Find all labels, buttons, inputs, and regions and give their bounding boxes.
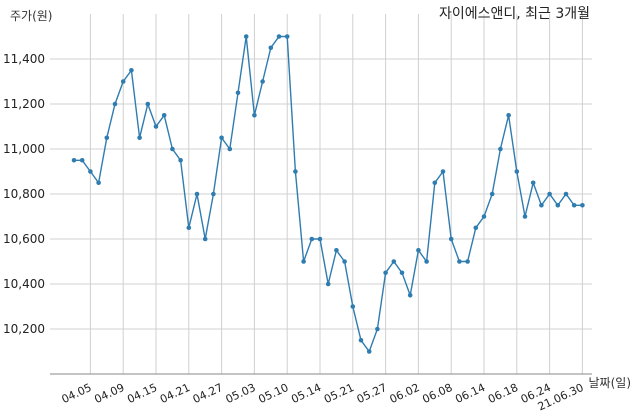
x-tick-label: 04.09 xyxy=(92,381,126,406)
price-point xyxy=(522,214,528,219)
y-tick-label: 10,800 xyxy=(3,187,45,201)
price-point xyxy=(309,236,315,242)
y-tick-label: 10,200 xyxy=(3,322,45,336)
price-point xyxy=(391,259,397,264)
price-point xyxy=(129,67,134,73)
x-tick-label: 04.27 xyxy=(191,381,225,406)
price-point xyxy=(301,259,306,264)
price-point xyxy=(145,101,151,107)
price-point xyxy=(211,191,216,197)
price-point xyxy=(498,146,503,152)
y-tick-label: 11,400 xyxy=(3,52,45,66)
x-tick-label: 05.27 xyxy=(355,381,389,406)
y-tick-label: 10,600 xyxy=(3,232,45,246)
price-point xyxy=(489,191,495,197)
price-point xyxy=(153,124,159,129)
y-tick-label: 11,200 xyxy=(3,97,45,111)
y-tick-label: 11,000 xyxy=(3,142,45,156)
x-tick-label: 06.08 xyxy=(420,381,454,406)
x-tick-label: 06.18 xyxy=(486,381,520,406)
price-point xyxy=(104,135,110,141)
price-point xyxy=(416,247,421,253)
price-point xyxy=(571,202,577,208)
price-point xyxy=(235,90,241,96)
price-point xyxy=(358,337,364,343)
price-point xyxy=(383,270,388,276)
x-tick-label: 05.21 xyxy=(322,381,356,406)
price-point xyxy=(88,169,93,174)
price-point xyxy=(284,34,290,39)
price-point xyxy=(399,270,405,276)
price-point xyxy=(120,79,126,84)
price-point xyxy=(432,180,438,186)
x-tick-label: 04.05 xyxy=(60,381,94,406)
price-point xyxy=(473,225,479,231)
x-tick-label: 04.15 xyxy=(125,381,159,406)
price-point xyxy=(112,101,118,107)
price-point xyxy=(252,112,257,118)
price-point xyxy=(268,45,274,51)
x-axis-label: 날짜(일) xyxy=(589,376,631,390)
x-tick-label: 06.02 xyxy=(388,381,422,406)
price-point xyxy=(161,112,167,118)
price-point xyxy=(448,236,454,242)
price-point xyxy=(555,202,561,208)
price-point xyxy=(334,247,339,253)
price-point xyxy=(325,281,331,287)
price-point xyxy=(506,112,511,118)
price-point xyxy=(186,225,192,231)
y-axis-label: 주가(원) xyxy=(10,9,52,23)
price-point xyxy=(71,157,77,163)
price-point xyxy=(366,349,372,354)
grid-lines xyxy=(50,14,592,374)
x-tick-label: 05.10 xyxy=(256,381,290,406)
price-point xyxy=(465,259,470,264)
x-tick-label: 06.14 xyxy=(453,381,487,406)
price-point xyxy=(530,180,536,186)
price-point xyxy=(293,169,298,174)
price-point xyxy=(178,157,183,163)
price-point xyxy=(440,169,446,174)
price-point xyxy=(481,214,487,219)
price-point xyxy=(539,202,544,208)
chart-title: 자이에스앤디, 최근 3개월 xyxy=(439,6,590,22)
price-point xyxy=(317,236,323,242)
price-point xyxy=(137,135,142,141)
x-tick-label: 05.03 xyxy=(224,381,258,406)
price-point xyxy=(79,157,85,163)
x-tick-label: 05.14 xyxy=(289,381,323,406)
price-points xyxy=(71,34,585,354)
price-point xyxy=(514,169,520,174)
price-point xyxy=(243,34,249,39)
price-point xyxy=(342,259,347,264)
price-point xyxy=(202,236,208,242)
price-point xyxy=(424,259,429,264)
price-point xyxy=(563,191,569,197)
price-point xyxy=(227,146,233,152)
price-point xyxy=(219,135,224,141)
price-point xyxy=(580,202,585,208)
price-point xyxy=(96,180,101,186)
price-point xyxy=(276,34,282,39)
price-point xyxy=(194,191,200,197)
y-tick-label: 10,400 xyxy=(3,277,45,291)
price-point xyxy=(170,146,175,152)
x-tick-label: 04.21 xyxy=(158,381,192,406)
price-point xyxy=(407,292,413,298)
price-point xyxy=(457,259,462,264)
price-point xyxy=(375,326,380,332)
price-point xyxy=(260,79,265,84)
price-point xyxy=(350,304,356,309)
price-point xyxy=(547,191,552,197)
